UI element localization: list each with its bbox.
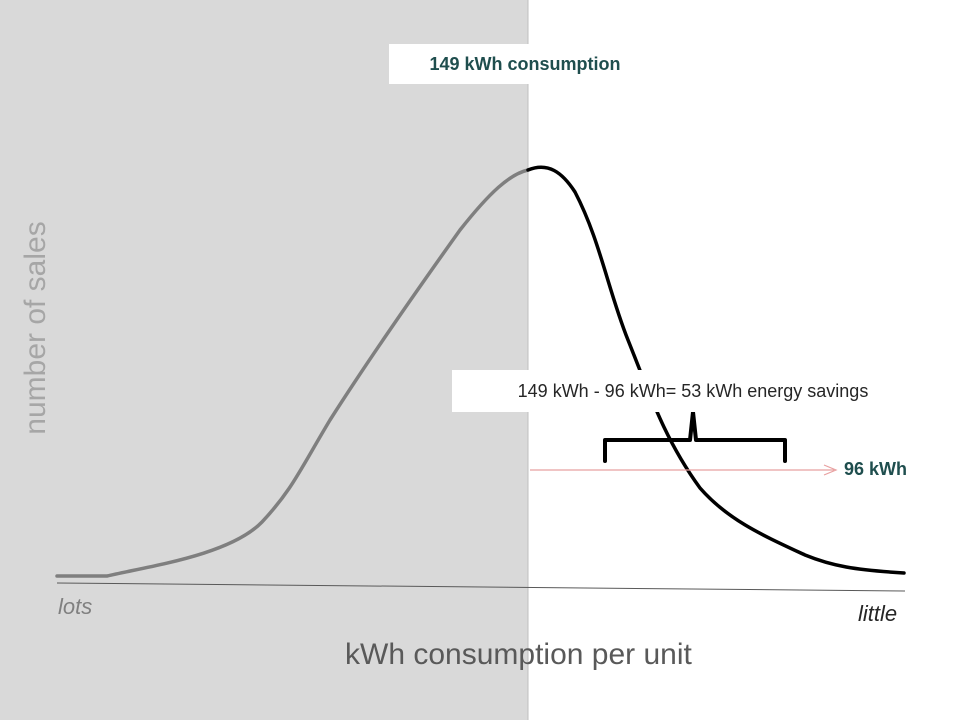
peak-annotation: 149 kWh consumption [389, 44, 661, 84]
x-axis-left-label: lots [58, 594, 93, 619]
curve-main-part [526, 165, 906, 575]
target-annotation: 96 kWh [844, 459, 908, 479]
savings-annotation: 149 kWh - 96 kWh= 53 kWh energy savings [452, 370, 934, 412]
savings-bracket [603, 410, 787, 463]
x-axis-line [56, 582, 906, 592]
target-arrow-head [823, 464, 838, 476]
y-axis-label: number of sales [19, 221, 52, 435]
x-axis-right-label: little [858, 601, 898, 626]
shaded-region [0, 0, 528, 720]
x-axis-label: kWh consumption per unit [345, 638, 692, 671]
curve-shaded-part [55, 168, 530, 578]
